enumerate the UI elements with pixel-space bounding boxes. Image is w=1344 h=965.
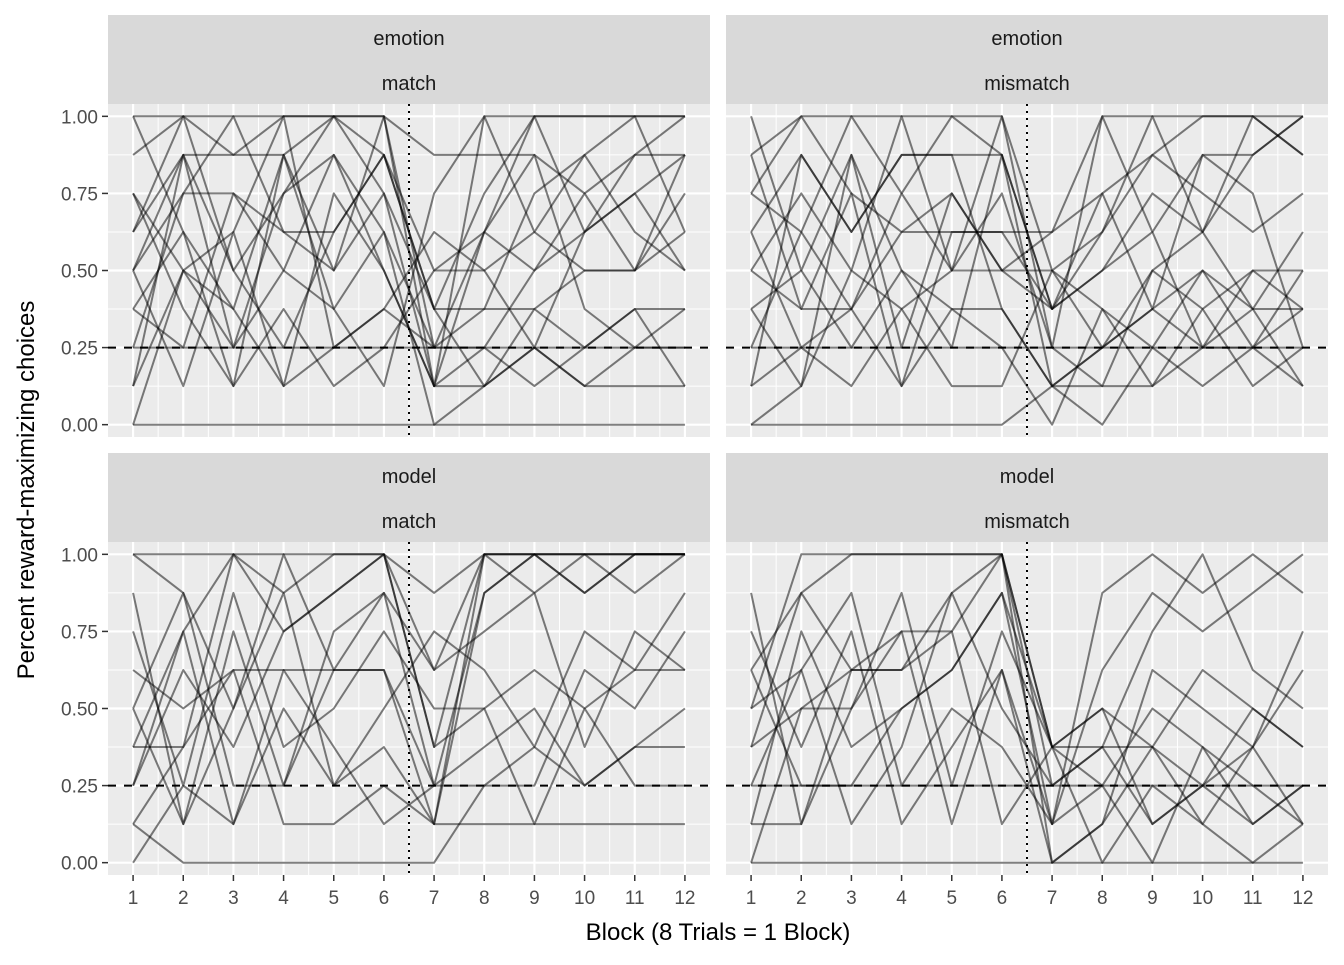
x-tick-label: 11 — [1243, 888, 1263, 909]
facet-strip — [108, 453, 710, 542]
series-line — [132, 115, 686, 388]
series-line — [132, 115, 686, 310]
series-line — [750, 553, 1304, 826]
x-tick-label: 4 — [278, 888, 289, 909]
x-tick-label: 2 — [178, 888, 189, 909]
facet-strip — [108, 15, 710, 104]
x-tick-label: 1 — [128, 888, 139, 909]
y-tick-label: 1.00 — [61, 545, 98, 566]
x-tick-label: 5 — [328, 888, 339, 909]
facet-strip-label: model — [382, 466, 436, 488]
facet-strip-label: emotion — [373, 28, 444, 50]
y-tick-label: 0.25 — [61, 777, 98, 798]
y-tick-label: 0.25 — [61, 339, 98, 360]
x-tick-label: 3 — [228, 888, 239, 909]
facet-strip-label: model — [1000, 466, 1054, 488]
x-tick-label: 8 — [1097, 888, 1108, 909]
x-tick-label: 10 — [574, 888, 595, 909]
x-axis-title: Block (8 Trials = 1 Block) — [586, 919, 851, 946]
facet-strip-label: mismatch — [984, 73, 1070, 95]
facet-strip-label: mismatch — [984, 511, 1070, 533]
x-tick-label: 6 — [997, 888, 1008, 909]
x-tick-label: 12 — [1292, 888, 1313, 909]
x-tick-label: 1 — [746, 888, 757, 909]
y-tick-label: 0.00 — [61, 854, 98, 875]
x-tick-label: 3 — [846, 888, 857, 909]
y-tick-label: 0.50 — [61, 700, 98, 721]
series-line — [751, 553, 1304, 864]
x-tick-label: 5 — [946, 888, 957, 909]
x-tick-label: 6 — [379, 888, 390, 909]
series-line — [132, 153, 686, 387]
series-line — [750, 553, 1304, 826]
series-line — [132, 192, 686, 388]
y-tick-label: 0.00 — [61, 416, 98, 437]
x-tick-label: 4 — [896, 888, 907, 909]
x-tick-label: 9 — [1147, 888, 1158, 909]
x-tick-label: 9 — [529, 888, 540, 909]
y-tick-label: 0.75 — [61, 622, 98, 643]
facet-panel-1: emotion mismatch — [726, 15, 1328, 437]
facet-strip — [726, 15, 1328, 104]
series-line — [750, 115, 1304, 310]
series-line — [132, 630, 685, 826]
x-tick-label: 11 — [625, 888, 645, 909]
series-line — [132, 630, 686, 826]
facet-strip-label: match — [382, 511, 436, 533]
x-tick-label: 8 — [479, 888, 490, 909]
x-tick-label: 10 — [1192, 888, 1213, 909]
x-tick-label: 7 — [1047, 888, 1058, 909]
facet-strip-label: emotion — [991, 28, 1062, 50]
y-tick-label: 0.75 — [61, 184, 98, 205]
y-tick-label: 1.00 — [61, 107, 98, 128]
y-tick-label: 0.50 — [61, 262, 98, 283]
series-line — [750, 115, 1304, 426]
x-tick-label: 7 — [429, 888, 440, 909]
series-line — [132, 553, 686, 748]
x-tick-label: 12 — [674, 888, 695, 909]
series-line — [750, 153, 1303, 426]
x-tick-label: 2 — [796, 888, 807, 909]
series-line — [750, 153, 1304, 388]
y-axis-title: Percent reward-maximizing choices — [13, 301, 40, 680]
panels-layer: emotion match 0.00 0.25 0.50 0.75 1.00 emotion m… — [61, 15, 1328, 909]
facet-panel-0: emotion match 0.00 0.25 0.50 0.75 1.00 — [61, 15, 710, 437]
facet-strip — [726, 453, 1328, 542]
series-line — [132, 553, 685, 826]
facet-strip-label: match — [382, 73, 436, 95]
series-line — [132, 553, 686, 864]
series-line — [750, 591, 1304, 826]
